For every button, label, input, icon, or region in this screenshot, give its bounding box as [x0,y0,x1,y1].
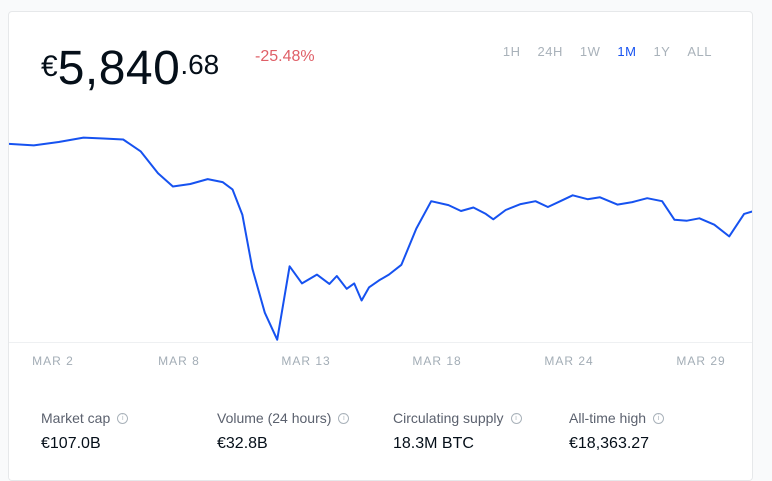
stat-label: Volume (24 hours) [217,410,332,426]
price-change: -25.48% [255,48,315,65]
x-tick-label: MAR 18 [412,354,462,368]
stat-circulating-supply: Circulating supply i 18.3M BTC [393,410,522,453]
x-tick-label: MAR 8 [158,354,200,368]
info-icon[interactable]: i [510,412,522,424]
x-tick-label: MAR 13 [281,354,331,368]
market-stats: Market cap i €107.0B Volume (24 hours) i €… [9,376,752,480]
stat-value: 18.3M BTC [393,435,474,452]
range-1w[interactable]: 1W [579,44,601,59]
stat-market-cap: Market cap i €107.0B [41,410,129,453]
range-24h[interactable]: 24H [537,44,563,59]
info-icon[interactable]: i [117,412,129,424]
stat-label: Circulating supply [393,410,504,426]
price-chart-card: € 5,840 .68 -25.48% 1H 24H 1W 1M 1Y ALL … [8,11,753,481]
price-series-line [9,136,752,341]
price-currency: € [41,50,58,83]
range-1y[interactable]: 1Y [653,44,671,59]
price-integer: 5,840 [57,42,181,95]
range-1h[interactable]: 1H [502,44,521,59]
x-tick-label: MAR 24 [544,354,594,368]
x-axis: MAR 2 MAR 8 MAR 13 MAR 18 MAR 24 MAR 29 [9,342,752,378]
info-icon[interactable]: i [653,412,665,424]
stat-value: €32.8B [217,435,268,452]
price-decimal: .68 [180,49,220,80]
x-tick-label: MAR 29 [676,354,726,368]
time-range-selector: 1H 24H 1W 1M 1Y ALL [486,44,712,59]
stat-value: €107.0B [41,435,101,452]
stat-label: Market cap [41,410,111,426]
stat-all-time-high: All-time high i €18,363.27 [569,410,665,453]
range-1m[interactable]: 1M [617,44,637,59]
price-line-chart[interactable] [9,117,753,347]
info-icon[interactable]: i [338,412,350,424]
stat-value: €18,363.27 [569,435,650,452]
stat-label: All-time high [569,410,647,426]
x-tick-label: MAR 2 [32,354,74,368]
stat-volume: Volume (24 hours) i €32.8B [217,410,350,453]
range-all[interactable]: ALL [687,44,712,59]
current-price: € 5,840 .68 [41,42,219,96]
